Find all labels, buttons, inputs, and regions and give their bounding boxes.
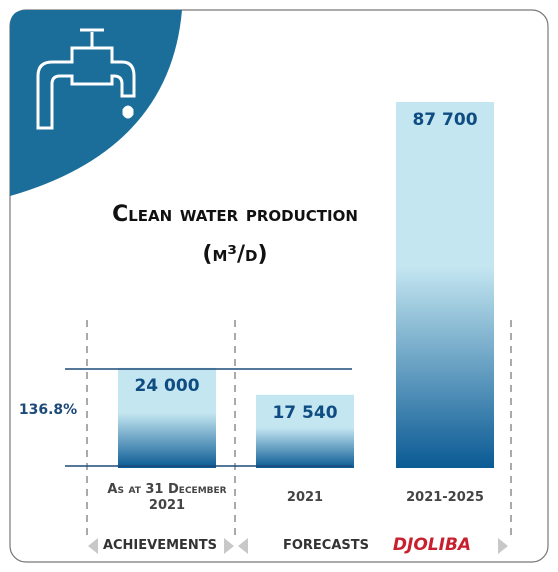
brand: DJOLIBA: [392, 535, 472, 555]
x-tick-label: 2021-2025: [406, 490, 484, 505]
faucet-icon: [36, 28, 136, 130]
corner: [10, 10, 182, 196]
arrows: [88, 538, 508, 554]
dividers: [86, 320, 512, 540]
bar: [396, 102, 494, 468]
bar: [256, 394, 354, 468]
bar: [118, 367, 216, 468]
value-label: 24 000: [134, 375, 200, 396]
x-tick-label: As at 31 December 2021: [107, 482, 227, 513]
group-label: FORECASTS: [282, 538, 370, 553]
value-label: 17 540: [272, 402, 338, 423]
chart-title: Clean water production (m³/d): [112, 202, 358, 267]
value-label: 87 700: [412, 110, 478, 130]
group-label: ACHIEVEMENTS: [102, 538, 218, 553]
annotation: 136.8%: [18, 402, 78, 418]
x-tick-label: 2021: [286, 490, 324, 505]
